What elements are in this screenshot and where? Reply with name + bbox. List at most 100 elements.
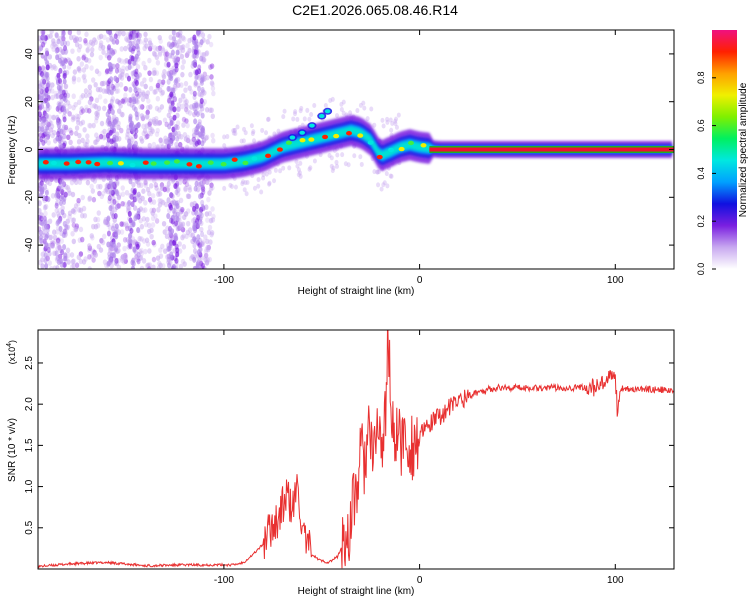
heatmap-cell <box>114 257 119 264</box>
heatmap-cell <box>102 105 107 112</box>
heatmap-cell <box>143 31 148 38</box>
heatmap-cell <box>42 66 47 73</box>
heatmap-cell <box>331 165 336 171</box>
heatmap-cell <box>193 185 198 192</box>
heatmap-cell <box>126 75 131 82</box>
heatmap-cell <box>200 76 205 83</box>
heatmap-cell <box>208 217 214 224</box>
heatmap-cell <box>106 230 111 237</box>
heatmap-cell <box>104 68 110 74</box>
heatmap-cell <box>379 186 384 192</box>
heatmap-cell <box>74 113 80 119</box>
heatmap-cell <box>65 40 71 47</box>
heatmap-cell <box>117 100 122 106</box>
heatmap-cell <box>152 89 157 95</box>
heatmap-cell <box>259 189 264 195</box>
heatmap-cell <box>168 74 173 81</box>
heatmap-cell <box>339 101 344 107</box>
heatmap-cell <box>106 241 111 248</box>
heatmap-cell <box>232 127 237 133</box>
heatmap-cell <box>41 41 46 48</box>
heatmap-cell <box>141 188 146 195</box>
heatmap-cell <box>145 113 150 120</box>
heatmap-cell <box>76 30 82 36</box>
heatmap-cell <box>98 183 103 190</box>
heatmap-cell <box>144 123 149 129</box>
heatmap-cell <box>50 82 55 88</box>
heatmap-cell <box>180 64 185 71</box>
heatmap-cell <box>154 70 160 76</box>
heatmap-cell <box>381 123 386 129</box>
heatmap-cell <box>167 262 172 269</box>
heatmap-cell <box>55 211 61 217</box>
heatmap-cell <box>71 208 76 214</box>
heatmap-cell <box>113 75 118 82</box>
heatmap-cell <box>155 255 161 261</box>
heatmap-cell <box>111 181 116 188</box>
heatmap-cell <box>67 30 73 36</box>
heatmap-cell <box>65 92 71 99</box>
heatmap-cell <box>172 96 177 103</box>
heatmap-cell <box>200 231 205 238</box>
heatmap-cell <box>209 231 214 238</box>
heatmap-cell <box>208 239 213 245</box>
heatmap-cell <box>184 99 189 105</box>
heatmap-cell <box>147 45 153 52</box>
heatmap-cell <box>185 108 190 115</box>
heatmap-cell <box>136 93 142 99</box>
heatmap-cell <box>38 115 43 122</box>
heatmap-cell <box>177 179 183 186</box>
heatmap-cell <box>244 191 249 197</box>
heatmap-cell <box>175 251 180 258</box>
heatmap-cell <box>105 132 110 139</box>
ridge-peak <box>276 147 283 152</box>
heatmap-cell <box>162 248 168 254</box>
heatmap-cell <box>94 110 99 117</box>
heatmap-cell <box>69 252 75 258</box>
heatmap-cell <box>102 233 107 240</box>
heatmap-cell <box>56 130 61 137</box>
ridge-peak <box>50 160 57 166</box>
heatmap-cell <box>172 114 177 121</box>
heatmap-cell <box>107 103 112 110</box>
heatmap-cell <box>132 205 138 211</box>
heatmap-cell <box>180 206 185 213</box>
heatmap-cell <box>59 185 64 192</box>
heatmap-cell <box>85 133 90 140</box>
heatmap-cell <box>145 133 150 140</box>
heatmap-cell <box>203 252 209 259</box>
heatmap-cell <box>82 212 88 219</box>
heatmap-cell <box>177 32 182 38</box>
heatmap-cell <box>58 46 63 53</box>
heatmap-cell <box>117 57 122 63</box>
heatmap-cell <box>381 182 386 188</box>
heatmap-cell <box>184 181 189 187</box>
heatmap-cell <box>83 40 88 46</box>
heatmap-cell <box>113 230 118 237</box>
heatmap-cell <box>210 132 215 139</box>
heatmap-cell <box>87 195 93 201</box>
heatmap-cell <box>105 30 110 34</box>
snr-y-scale-label: (x104) <box>6 340 17 364</box>
heatmap-cell <box>157 51 163 58</box>
heatmap-cell <box>358 154 363 160</box>
heatmap-cell <box>243 180 248 186</box>
heatmap-cell <box>128 217 133 224</box>
x-tick-label: 100 <box>607 575 624 586</box>
heatmap-cell <box>52 129 57 136</box>
heatmap-cell <box>176 130 182 137</box>
heatmap-cell <box>97 94 103 100</box>
heatmap-cell <box>184 103 190 110</box>
heatmap-cell <box>170 264 175 269</box>
heatmap-cell <box>135 99 140 105</box>
heatmap-cell <box>173 39 178 46</box>
heatmap-cell <box>134 177 139 184</box>
heatmap-cell <box>63 40 68 47</box>
heatmap-cell <box>80 137 85 144</box>
heatmap-cell <box>193 109 198 116</box>
heatmap-cell <box>56 185 61 192</box>
heatmap-cell <box>71 75 77 81</box>
heatmap-cell <box>128 34 133 41</box>
heatmap-cell <box>181 93 186 99</box>
heatmap-cell <box>203 256 208 263</box>
